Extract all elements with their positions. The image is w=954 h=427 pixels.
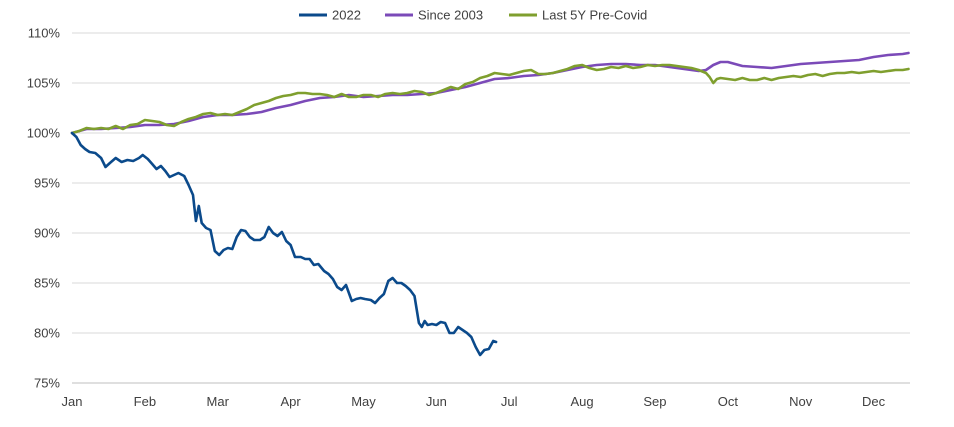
y-axis-tick-labels: 75% 80% 85% 90% 95% 100% 105% 110% — [27, 26, 61, 391]
x-tick-label: Feb — [134, 394, 156, 409]
y-tick-label: 110% — [28, 26, 61, 41]
legend-item: 2022 — [299, 8, 361, 23]
x-tick-label: Jul — [501, 394, 518, 409]
x-tick-label: May — [351, 394, 376, 409]
legend-label: 2022 — [332, 8, 361, 23]
legend-item: Last 5Y Pre-Covid — [509, 8, 647, 23]
legend-label: Last 5Y Pre-Covid — [542, 8, 647, 23]
y-tick-label: 90% — [34, 226, 60, 241]
x-tick-label: Aug — [571, 394, 594, 409]
y-tick-label: 105% — [27, 76, 61, 91]
y-tick-label: 75% — [34, 376, 60, 391]
x-tick-label: Mar — [207, 394, 230, 409]
y-tick-label: 100% — [27, 126, 61, 141]
y-tick-label: 80% — [34, 326, 60, 341]
x-tick-label: Dec — [862, 394, 886, 409]
series-line-last-5y-pre-covid — [70, 63, 910, 135]
series-line-2022 — [70, 131, 498, 357]
legend: 2022 Since 2003 Last 5Y Pre-Covid — [299, 8, 647, 23]
y-tick-label: 85% — [34, 276, 60, 291]
x-tick-label: Oct — [718, 394, 739, 409]
y-tick-label: 95% — [34, 176, 60, 191]
legend-item: Since 2003 — [385, 8, 483, 23]
x-axis-tick-labels: Jan Feb Mar Apr May Jun Jul Aug Sep Oct Nov Dec — [62, 394, 886, 409]
x-tick-label: Sep — [643, 394, 666, 409]
series-lines — [70, 51, 910, 357]
legend-label: Since 2003 — [418, 8, 483, 23]
x-tick-label: Apr — [280, 394, 301, 409]
x-tick-label: Jan — [62, 394, 83, 409]
x-tick-label: Nov — [789, 394, 813, 409]
series-line-since-2003 — [70, 51, 910, 135]
x-tick-label: Jun — [426, 394, 447, 409]
